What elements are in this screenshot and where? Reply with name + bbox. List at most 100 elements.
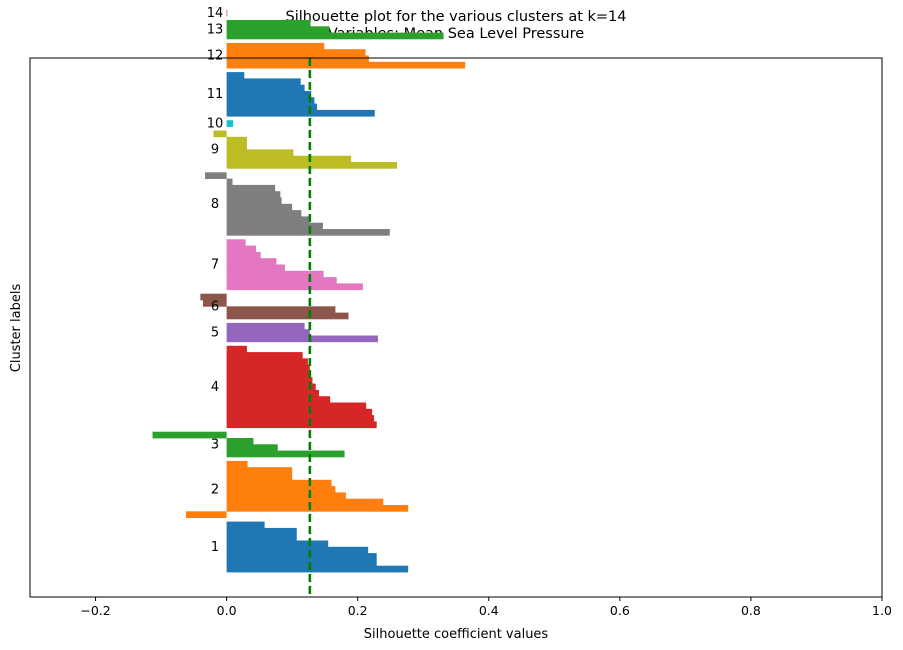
silhouette-bar-cluster-3-4 bbox=[152, 431, 227, 439]
silhouette-bar-cluster-9-5 bbox=[226, 136, 247, 144]
silhouette-bar-cluster-1-5 bbox=[226, 540, 329, 548]
x-tick-label: 0.8 bbox=[741, 603, 761, 618]
cluster-label-10: 10 bbox=[207, 116, 224, 131]
cluster-label-2: 2 bbox=[211, 482, 219, 497]
silhouette-bar-cluster-2-2 bbox=[226, 505, 409, 512]
silhouette-bar-cluster-12-4 bbox=[226, 42, 325, 50]
silhouette-bar-cluster-6-1 bbox=[226, 312, 349, 320]
silhouette-bar-cluster-5-1 bbox=[226, 335, 379, 343]
silhouette-bar-cluster-4-11 bbox=[226, 358, 308, 366]
silhouette-bar-cluster-13-2 bbox=[226, 26, 330, 33]
silhouette-bar-cluster-4-10 bbox=[226, 364, 310, 372]
x-axis-ticks: −0.2 0.0 0.2 0.4 0.6 0.8 1.0 bbox=[80, 597, 892, 618]
silhouette-bar-cluster-7-3 bbox=[226, 270, 324, 278]
silhouette-bar-cluster-2-5 bbox=[226, 486, 336, 493]
silhouette-bar-cluster-6-2 bbox=[226, 306, 336, 313]
silhouette-bar-cluster-13-3 bbox=[226, 20, 311, 27]
axes-frame bbox=[29, 57, 883, 598]
y-axis-label: Cluster labels bbox=[9, 284, 24, 373]
silhouette-bar-cluster-8-8 bbox=[226, 184, 276, 192]
silhouette-bar-cluster-8-9 bbox=[226, 178, 233, 186]
silhouette-bar-cluster-9-4 bbox=[226, 143, 247, 150]
silhouette-bar-cluster-8-1 bbox=[226, 229, 390, 236]
silhouette-bar-cluster-7-5 bbox=[226, 258, 277, 265]
silhouette-bar-cluster-7-6 bbox=[226, 251, 261, 259]
silhouette-bar-cluster-9-1 bbox=[226, 162, 398, 169]
silhouette-bar-cluster-12-1 bbox=[226, 61, 466, 69]
silhouette-bar-cluster-6-4 bbox=[200, 293, 227, 301]
silhouette-bar-cluster-1-8 bbox=[226, 521, 265, 529]
silhouette-bar-cluster-12-3 bbox=[226, 49, 366, 56]
silhouette-bar-cluster-8-7 bbox=[226, 191, 281, 198]
silhouette-bar-cluster-8-6 bbox=[226, 197, 282, 205]
silhouette-bar-cluster-11-5 bbox=[226, 84, 305, 92]
chart-title: Silhouette plot for the various clusters… bbox=[285, 9, 626, 25]
cluster-label-8: 8 bbox=[211, 197, 219, 212]
silhouette-bar-cluster-2-4 bbox=[226, 492, 346, 500]
silhouette-bar-cluster-11-2 bbox=[226, 103, 318, 111]
silhouette-bar-cluster-11-4 bbox=[226, 91, 312, 98]
cluster-label-6: 6 bbox=[211, 299, 219, 314]
silhouette-bar-cluster-13-1 bbox=[226, 32, 444, 40]
silhouette-bar-cluster-2-8 bbox=[226, 467, 293, 474]
silhouette-bar-cluster-4-13 bbox=[226, 345, 247, 353]
silhouette-bar-cluster-2-1 bbox=[185, 511, 227, 518]
x-tick-label: 0.2 bbox=[348, 603, 368, 618]
silhouette-bar-cluster-1-1 bbox=[226, 565, 409, 573]
cluster-label-3: 3 bbox=[211, 437, 219, 452]
silhouette-bar-cluster-4-9 bbox=[226, 371, 311, 378]
silhouette-bars bbox=[152, 9, 466, 573]
silhouette-bar-cluster-8-2 bbox=[226, 222, 323, 230]
cluster-label-13: 13 bbox=[207, 22, 224, 37]
x-tick-label: 0.4 bbox=[479, 603, 499, 618]
cluster-label-4: 4 bbox=[211, 380, 219, 395]
silhouette-bar-cluster-9-6 bbox=[213, 130, 227, 138]
silhouette-bar-cluster-1-7 bbox=[226, 527, 297, 535]
cluster-label-12: 12 bbox=[207, 49, 224, 64]
silhouette-bar-cluster-6-3 bbox=[203, 300, 227, 307]
silhouette-bar-cluster-4-8 bbox=[226, 377, 313, 384]
silhouette-bar-cluster-11-3 bbox=[226, 97, 315, 104]
silhouette-bar-cluster-4-4 bbox=[226, 402, 367, 410]
silhouette-bar-cluster-4-12 bbox=[226, 352, 303, 359]
silhouette-bar-cluster-8-5 bbox=[226, 203, 293, 211]
silhouette-bar-cluster-12-2 bbox=[226, 55, 369, 63]
silhouette-bar-cluster-3-3 bbox=[226, 438, 254, 445]
silhouette-bar-cluster-1-4 bbox=[226, 546, 369, 554]
silhouette-bar-cluster-9-2 bbox=[226, 155, 352, 163]
silhouette-bar-cluster-7-7 bbox=[226, 245, 257, 253]
silhouette-bar-cluster-4-7 bbox=[226, 383, 316, 391]
silhouette-bar-cluster-2-3 bbox=[226, 498, 384, 506]
silhouette-bar-cluster-4-2 bbox=[226, 415, 375, 422]
silhouette-bar-cluster-10-1 bbox=[226, 120, 234, 127]
silhouette-bar-cluster-7-2 bbox=[226, 277, 337, 284]
silhouette-bar-cluster-4-5 bbox=[226, 396, 331, 403]
cluster-label-11: 11 bbox=[207, 87, 224, 102]
silhouette-bar-cluster-8-3 bbox=[226, 216, 310, 224]
silhouette-bar-cluster-2-9 bbox=[226, 460, 248, 468]
silhouette-bar-cluster-8-4 bbox=[226, 210, 302, 217]
silhouette-bar-cluster-3-1 bbox=[226, 450, 345, 458]
x-tick-label: 0.6 bbox=[610, 603, 630, 618]
silhouette-bar-cluster-7-8 bbox=[226, 239, 246, 246]
cluster-label-5: 5 bbox=[211, 325, 219, 340]
x-tick-label: 1.0 bbox=[872, 603, 892, 618]
cluster-label-14: 14 bbox=[207, 6, 224, 21]
silhouette-bar-cluster-7-1 bbox=[226, 283, 363, 291]
silhouette-bar-cluster-3-2 bbox=[226, 444, 278, 451]
silhouette-bar-cluster-5-2 bbox=[226, 329, 310, 336]
silhouette-bar-cluster-4-6 bbox=[226, 389, 320, 397]
silhouette-bar-cluster-1-2 bbox=[226, 559, 377, 567]
cluster-label-9: 9 bbox=[211, 142, 219, 157]
silhouette-bar-cluster-2-7 bbox=[226, 473, 293, 481]
x-axis-label: Silhouette coefficient values bbox=[364, 627, 549, 642]
cluster-label-7: 7 bbox=[211, 258, 219, 273]
x-tick-label: −0.2 bbox=[80, 603, 110, 618]
silhouette-bar-cluster-1-3 bbox=[226, 553, 377, 560]
silhouette-bar-cluster-9-3 bbox=[226, 149, 294, 157]
silhouette-bar-cluster-2-6 bbox=[226, 479, 332, 487]
silhouette-bar-cluster-14-1 bbox=[226, 9, 228, 17]
silhouette-bar-cluster-11-7 bbox=[226, 72, 245, 79]
